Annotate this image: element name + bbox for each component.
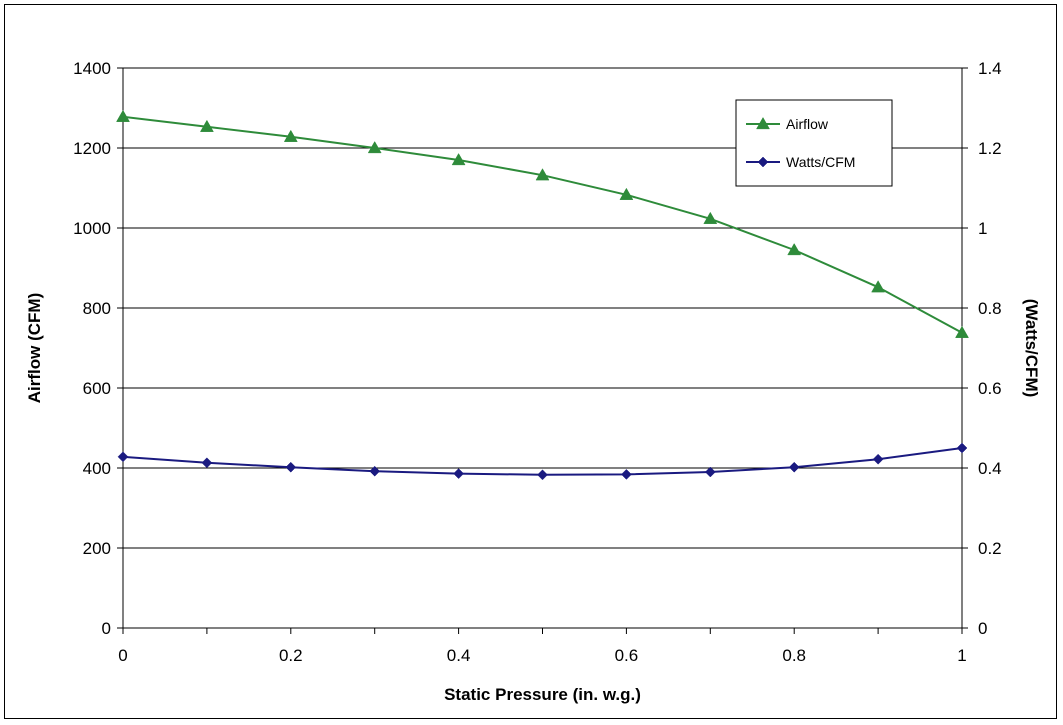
legend-entry: Watts/CFM: [746, 154, 855, 170]
data-point: [787, 242, 802, 256]
data-point: [367, 140, 382, 154]
y-tick-label: 200: [83, 539, 111, 558]
data-point: [621, 469, 632, 480]
data-point: [285, 461, 297, 473]
y-tick-label: 1200: [73, 139, 111, 158]
y2-tick-label: 0.8: [978, 299, 1002, 318]
data-point: [453, 468, 464, 479]
y-axis-title: Airflow (CFM): [25, 293, 44, 403]
series-watts-cfm: [117, 442, 968, 481]
y2-tick-label: 0.6: [978, 379, 1002, 398]
data-point: [756, 116, 770, 130]
x-tick-label: 0.4: [447, 646, 471, 665]
y-tick-label: 1400: [73, 59, 111, 78]
y2-tick-label: 0: [978, 619, 987, 638]
data-point: [201, 457, 213, 469]
data-point: [535, 168, 550, 181]
legend-label: Airflow: [786, 116, 829, 132]
legend-label: Watts/CFM: [786, 154, 855, 170]
data-point: [116, 109, 130, 122]
legend: Airflow Watts/CFM: [735, 99, 893, 187]
series-layer: [116, 109, 969, 481]
data-point: [199, 119, 214, 132]
data-point: [872, 453, 884, 465]
x-tick-label: 0.6: [615, 646, 639, 665]
y-tick-label: 400: [83, 459, 111, 478]
y2-tick-label: 1.4: [978, 59, 1002, 78]
y2-axis-title: (Watts/CFM): [1022, 299, 1041, 398]
x-tick-label: 0: [118, 646, 127, 665]
x-axis-title: Static Pressure (in. w.g.): [444, 685, 641, 704]
data-point: [956, 442, 968, 454]
data-point: [283, 129, 298, 142]
data-point: [955, 325, 969, 338]
data-point: [788, 461, 800, 473]
y2-tick-label: 1.2: [978, 139, 1002, 158]
legend-box: [735, 99, 893, 187]
data-point: [117, 451, 129, 463]
y2-tick-label: 0.2: [978, 539, 1002, 558]
data-point: [451, 152, 466, 166]
y-tick-label: 1000: [73, 219, 111, 238]
data-point: [871, 280, 886, 293]
x-tick-label: 0.2: [279, 646, 303, 665]
y-tick-label: 800: [83, 299, 111, 318]
data-point: [369, 465, 381, 477]
data-point: [537, 469, 548, 481]
x-tick-label: 0.8: [782, 646, 806, 665]
y-tick-label: 600: [83, 379, 111, 398]
y-tick-label: 0: [102, 619, 111, 638]
y2-tick-label: 0.4: [978, 459, 1002, 478]
legend-entry: Airflow: [746, 116, 829, 132]
data-point: [757, 156, 769, 168]
data-point: [619, 187, 634, 200]
data-point: [704, 466, 716, 478]
data-point: [703, 211, 718, 224]
series-airflow: [116, 109, 969, 338]
x-tick-label: 1: [957, 646, 966, 665]
axes: 0 200 400 600 800 1000 1200 1400 0 0.2 0.4 0.6 0.8 1 1…: [73, 59, 1001, 665]
y2-tick-label: 1: [978, 219, 987, 238]
